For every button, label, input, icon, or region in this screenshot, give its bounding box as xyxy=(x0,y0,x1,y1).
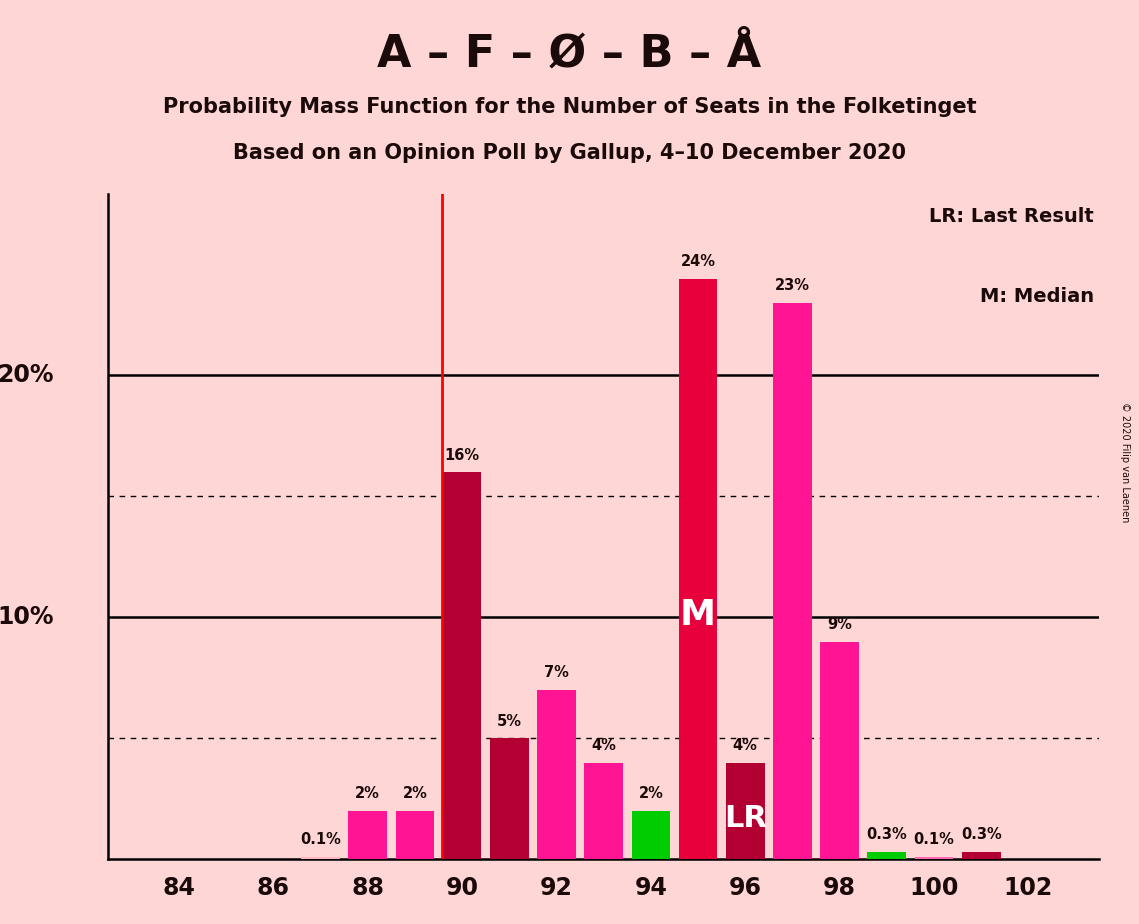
Bar xyxy=(961,852,1000,859)
Text: 2%: 2% xyxy=(355,786,380,801)
Bar xyxy=(868,852,907,859)
Text: Probability Mass Function for the Number of Seats in the Folketinget: Probability Mass Function for the Number… xyxy=(163,97,976,117)
Bar xyxy=(443,472,482,859)
Text: 24%: 24% xyxy=(680,254,715,269)
Text: 0.3%: 0.3% xyxy=(961,827,1001,843)
Bar xyxy=(726,762,764,859)
Text: M: Median: M: Median xyxy=(980,287,1095,306)
Text: A – F – Ø – B – Å: A – F – Ø – B – Å xyxy=(377,32,762,76)
Text: 4%: 4% xyxy=(591,738,616,753)
Text: 0.1%: 0.1% xyxy=(300,833,341,847)
Bar xyxy=(679,279,718,859)
Bar xyxy=(631,811,670,859)
Text: 10%: 10% xyxy=(0,605,54,629)
Text: 5%: 5% xyxy=(497,713,522,729)
Bar xyxy=(915,857,953,859)
Text: 16%: 16% xyxy=(444,447,480,463)
Bar xyxy=(584,762,623,859)
Bar xyxy=(773,303,812,859)
Text: 0.1%: 0.1% xyxy=(913,833,954,847)
Text: 0.3%: 0.3% xyxy=(867,827,907,843)
Text: 9%: 9% xyxy=(827,617,852,632)
Text: © 2020 Filip van Laenen: © 2020 Filip van Laenen xyxy=(1121,402,1130,522)
Bar xyxy=(349,811,387,859)
Text: 23%: 23% xyxy=(775,278,810,293)
Text: LR: Last Result: LR: Last Result xyxy=(929,207,1095,226)
Text: LR: LR xyxy=(723,804,767,833)
Text: Based on an Opinion Poll by Gallup, 4–10 December 2020: Based on an Opinion Poll by Gallup, 4–10… xyxy=(233,143,906,164)
Bar xyxy=(490,738,528,859)
Text: 20%: 20% xyxy=(0,363,54,387)
Bar xyxy=(538,690,576,859)
Text: 2%: 2% xyxy=(639,786,663,801)
Text: 4%: 4% xyxy=(732,738,757,753)
Bar xyxy=(395,811,434,859)
Text: 2%: 2% xyxy=(402,786,427,801)
Text: M: M xyxy=(680,599,716,632)
Bar xyxy=(820,641,859,859)
Bar xyxy=(301,857,339,859)
Text: 7%: 7% xyxy=(544,665,568,680)
